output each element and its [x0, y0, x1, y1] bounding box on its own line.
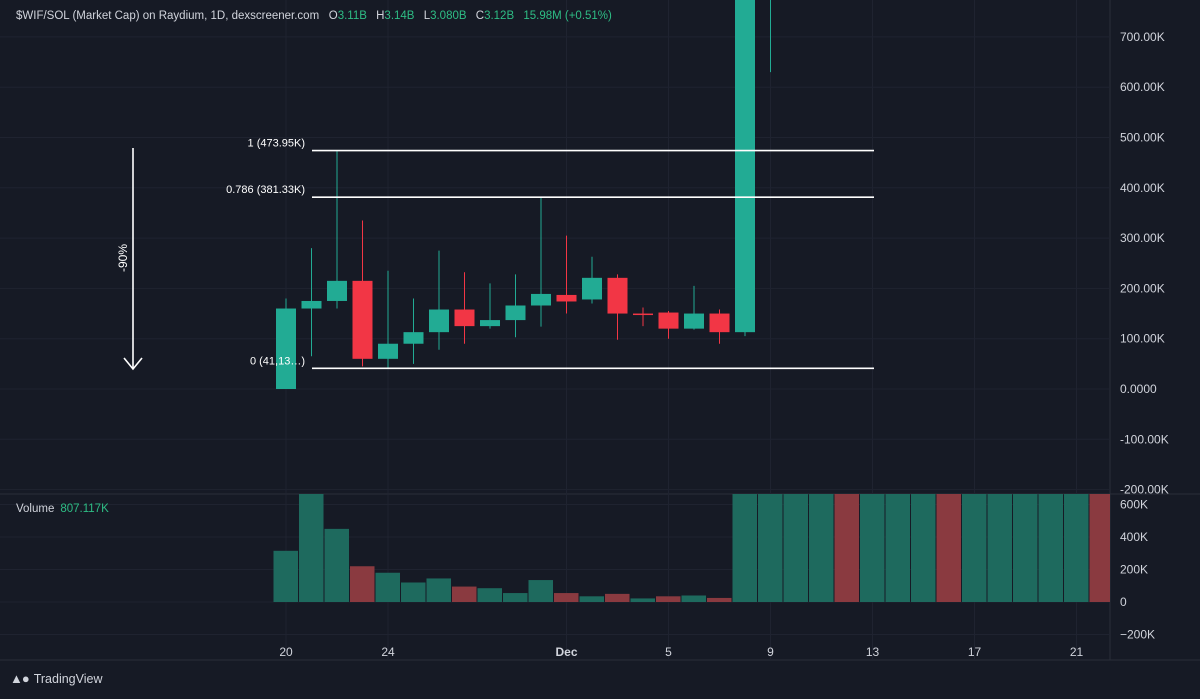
- volume-tick-label: −200K: [1120, 628, 1155, 642]
- volume-tick-label: 200K: [1120, 563, 1148, 577]
- volume-bar: [452, 586, 477, 602]
- candle-body: [684, 313, 704, 329]
- volume-bar: [783, 494, 808, 602]
- time-tick-label: 9: [767, 645, 774, 659]
- open-value: 3.11B: [337, 10, 367, 22]
- volume-bar: [1013, 494, 1038, 602]
- price-tick-label: -100.00K: [1120, 432, 1169, 446]
- volume-bar: [962, 494, 987, 602]
- price-tick-label: 300.00K: [1120, 231, 1165, 245]
- candle-body: [327, 280, 347, 301]
- volume-label: Volume: [16, 503, 55, 515]
- price-tick-label: 500.00K: [1120, 131, 1165, 145]
- price-tick-label: -200.00K: [1120, 483, 1169, 497]
- high-value: 3.14B: [384, 10, 415, 22]
- volume-bar: [758, 494, 783, 602]
- fib-level-label: 0 (41,13…): [250, 355, 305, 367]
- fib-level-label: 1 (473.95K): [248, 138, 305, 150]
- candle-body: [276, 308, 296, 389]
- fib-level-label: 0.786 (381.33K): [226, 184, 305, 196]
- volume-bar: [1064, 494, 1089, 602]
- volume-bar: [401, 582, 426, 602]
- candle-body: [429, 309, 449, 333]
- time-tick-label: 17: [968, 645, 982, 659]
- volume-value: 807.117K: [60, 503, 109, 515]
- volume-bar: [605, 593, 630, 602]
- low-value: 3.080B: [430, 10, 467, 22]
- volume-bar: [707, 597, 732, 602]
- candle-body: [658, 312, 679, 329]
- close-label: C: [475, 10, 485, 22]
- candle-body: [378, 343, 398, 359]
- tradingview-icon: ▲●: [10, 671, 30, 686]
- time-tick-label: 5: [665, 645, 672, 659]
- volume-bar: [630, 598, 655, 602]
- candle-body: [352, 280, 373, 359]
- volume-bar: [324, 528, 349, 602]
- volume-bar: [579, 596, 604, 602]
- open-label: O: [328, 10, 338, 22]
- volume-bar: [350, 566, 375, 602]
- time-tick-label: 13: [866, 645, 880, 659]
- candle-body: [709, 313, 730, 333]
- candle-body: [607, 277, 628, 314]
- time-tick-label: 20: [279, 645, 293, 659]
- candle-body: [633, 313, 653, 316]
- candle-body: [454, 309, 475, 327]
- volume-bar: [554, 593, 579, 602]
- volume-bar: [1038, 494, 1063, 602]
- low-label: L: [423, 10, 431, 22]
- volume-bar: [809, 494, 834, 602]
- tradingview-logo[interactable]: ▲● TradingView: [10, 671, 103, 686]
- candle-body: [582, 277, 602, 300]
- time-tick-label: 21: [1070, 645, 1084, 659]
- volume-tick-label: 0: [1120, 595, 1127, 609]
- volume-bar: [656, 596, 681, 602]
- arrow-head-icon: [123, 357, 143, 371]
- volume-bar: [911, 494, 936, 602]
- price-tick-label: 100.00K: [1120, 332, 1165, 346]
- candle-body: [556, 294, 577, 302]
- high-label: H: [376, 10, 385, 22]
- volume-bar: [987, 494, 1012, 602]
- volume-bar: [528, 580, 553, 602]
- volume-header: Volume 807.117K: [16, 503, 109, 515]
- price-tick-label: 0.0000: [1120, 382, 1157, 396]
- arrow-percent-label: -90%: [116, 244, 130, 272]
- candle-body: [301, 300, 322, 309]
- volume-bar: [426, 578, 451, 602]
- volume-bar: [732, 494, 757, 602]
- volume-bar: [503, 593, 528, 602]
- candle-body: [735, 0, 755, 333]
- volume-bar: [299, 494, 324, 602]
- change-value: 15.98M (+0.51%): [523, 10, 612, 22]
- volume-bar: [936, 494, 961, 602]
- brand-name: TradingView: [33, 671, 103, 686]
- candle-body: [403, 332, 424, 344]
- volume-bar: [834, 494, 859, 602]
- price-tick-label: 400.00K: [1120, 181, 1165, 195]
- candle-body: [480, 320, 500, 327]
- symbol-title: $WIF/SOL (Market Cap) on Raydium, 1D, de…: [16, 10, 320, 22]
- price-tick-label: 600.00K: [1120, 80, 1165, 94]
- volume-bar: [1089, 494, 1110, 602]
- chart-header: $WIF/SOL (Market Cap) on Raydium, 1D, de…: [16, 10, 618, 22]
- volume-bar: [860, 494, 885, 602]
- price-tick-label: 700.00K: [1120, 30, 1165, 44]
- volume-tick-label: 600K: [1120, 498, 1148, 512]
- volume-bar: [885, 494, 910, 602]
- time-tick-label: Dec: [555, 645, 577, 659]
- time-tick-label: 24: [381, 645, 395, 659]
- volume-bar: [375, 572, 400, 602]
- volume-bar: [477, 588, 502, 602]
- volume-bar: [273, 550, 298, 602]
- candle-body: [531, 293, 551, 306]
- candle-body: [505, 305, 526, 321]
- close-value: 3.12B: [484, 10, 515, 22]
- volume-tick-label: 400K: [1120, 530, 1148, 544]
- price-tick-label: 200.00K: [1120, 281, 1165, 295]
- volume-bar: [681, 595, 706, 602]
